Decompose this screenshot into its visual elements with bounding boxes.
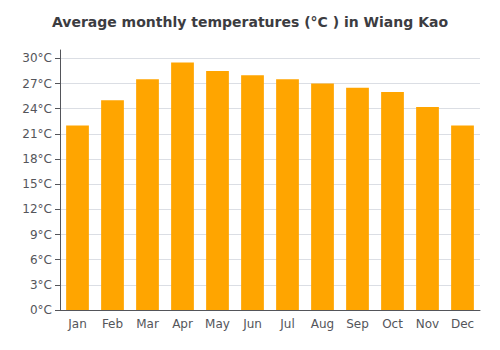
svg-text:9°C: 9°C (30, 228, 52, 242)
svg-text:12°C: 12°C (22, 202, 52, 216)
svg-text:May: May (205, 317, 230, 331)
svg-text:Mar: Mar (136, 317, 159, 331)
svg-text:Dec: Dec (451, 317, 474, 331)
svg-text:24°C: 24°C (22, 102, 52, 116)
svg-text:15°C: 15°C (22, 177, 52, 191)
svg-text:18°C: 18°C (22, 152, 52, 166)
svg-text:Jul: Jul (279, 317, 294, 331)
svg-text:Sep: Sep (346, 317, 369, 331)
svg-text:Nov: Nov (416, 317, 439, 331)
svg-text:Feb: Feb (102, 317, 123, 331)
svg-text:30°C: 30°C (22, 51, 52, 65)
svg-text:0°C: 0°C (30, 303, 52, 317)
svg-text:Apr: Apr (172, 317, 193, 331)
svg-text:6°C: 6°C (30, 253, 52, 267)
svg-text:21°C: 21°C (22, 127, 52, 141)
svg-text:Average monthly temperatures (: Average monthly temperatures (°C ) in Wi… (52, 14, 449, 30)
svg-text:27°C: 27°C (22, 77, 52, 91)
svg-text:Jun: Jun (242, 317, 262, 331)
svg-text:Oct: Oct (382, 317, 403, 331)
svg-text:3°C: 3°C (30, 278, 52, 292)
svg-text:Jan: Jan (67, 317, 87, 331)
svg-text:Aug: Aug (311, 317, 334, 331)
